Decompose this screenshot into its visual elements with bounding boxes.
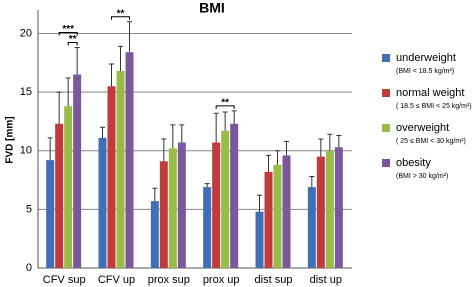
error-bar — [222, 111, 228, 131]
significance-label: ** — [117, 8, 125, 19]
error-bar — [336, 134, 342, 148]
y-tick-label: 15 — [20, 86, 32, 98]
significance-label: ** — [69, 34, 77, 45]
bar — [107, 86, 116, 269]
legend-label: overweight — [396, 122, 449, 134]
bar — [159, 161, 168, 268]
legend-note: (BMI > 30 kg/m²) — [396, 173, 448, 180]
bar — [55, 123, 64, 268]
legend-swatch — [382, 89, 390, 97]
x-tick-label: CFV up — [98, 274, 135, 286]
bar — [273, 164, 282, 268]
error-bar — [170, 124, 176, 149]
significance-bracket — [215, 105, 235, 109]
y-tick-label: 20 — [20, 27, 32, 39]
bar — [230, 123, 239, 268]
error-bar — [204, 183, 210, 188]
bar — [264, 171, 273, 268]
error-bar — [47, 137, 53, 161]
significance-bracket — [111, 16, 130, 20]
error-bar — [257, 194, 262, 212]
legend-swatch — [382, 159, 390, 167]
error-bar — [100, 126, 105, 138]
bar — [177, 142, 186, 268]
significance-bracket — [67, 42, 78, 46]
x-tick-label: dist up — [310, 274, 342, 286]
error-bar — [266, 154, 271, 172]
y-tick-label: 0 — [26, 262, 32, 274]
error-bar — [65, 77, 71, 107]
legend-note: ( 18.5 ≤ BMI < 25 kg/m²) — [396, 103, 472, 110]
significance-bracket — [58, 32, 78, 36]
bar — [150, 201, 159, 268]
bar — [282, 155, 291, 268]
legend-swatch — [382, 124, 390, 132]
y-axis-label: FVD [mm] — [5, 116, 16, 163]
error-bar — [127, 21, 132, 53]
y-tick-label: 5 — [26, 203, 32, 215]
error-bar — [318, 138, 324, 157]
bar — [316, 156, 325, 268]
error-bar — [109, 63, 114, 87]
legend-note: (BMI < 18.5 kg/m²) — [396, 68, 454, 75]
bar — [212, 142, 221, 268]
bar — [98, 137, 107, 268]
bar — [307, 187, 316, 268]
bar — [46, 160, 55, 268]
error-bar — [56, 91, 62, 124]
error-bar — [179, 124, 185, 143]
error-bar — [213, 112, 219, 143]
bar — [168, 148, 177, 268]
bar — [73, 74, 82, 268]
error-bar — [152, 187, 158, 202]
error-bar — [327, 133, 333, 151]
error-bar — [74, 47, 80, 75]
legend-note: ( 25 ≤ BMI < 30 kg/m²) — [396, 138, 466, 145]
x-tick-label: prox up — [203, 274, 240, 286]
significance-label: *** — [62, 24, 74, 35]
bar — [116, 70, 125, 269]
error-bar — [309, 176, 315, 188]
error-bar — [284, 140, 289, 156]
chart-title: BMI — [199, 0, 225, 16]
error-bar — [231, 110, 237, 124]
bar — [64, 106, 73, 268]
legend-label: underweight — [396, 52, 456, 64]
legend-swatch — [382, 54, 390, 62]
error-bar — [118, 45, 123, 71]
x-tick-label: dist sup — [255, 274, 293, 286]
bar — [334, 147, 343, 268]
bar — [255, 211, 264, 268]
bar — [203, 187, 212, 268]
legend-label: obesity — [396, 157, 431, 169]
bar — [125, 52, 134, 268]
error-bar — [275, 150, 280, 165]
bar — [221, 130, 230, 268]
bar — [325, 150, 334, 268]
error-bar — [161, 138, 167, 162]
y-tick-label: 10 — [20, 145, 32, 157]
x-tick-label: prox sup — [148, 274, 190, 286]
significance-label: ** — [221, 97, 229, 108]
legend-label: normal weight — [396, 87, 464, 99]
x-tick-label: CFV sup — [43, 274, 86, 286]
